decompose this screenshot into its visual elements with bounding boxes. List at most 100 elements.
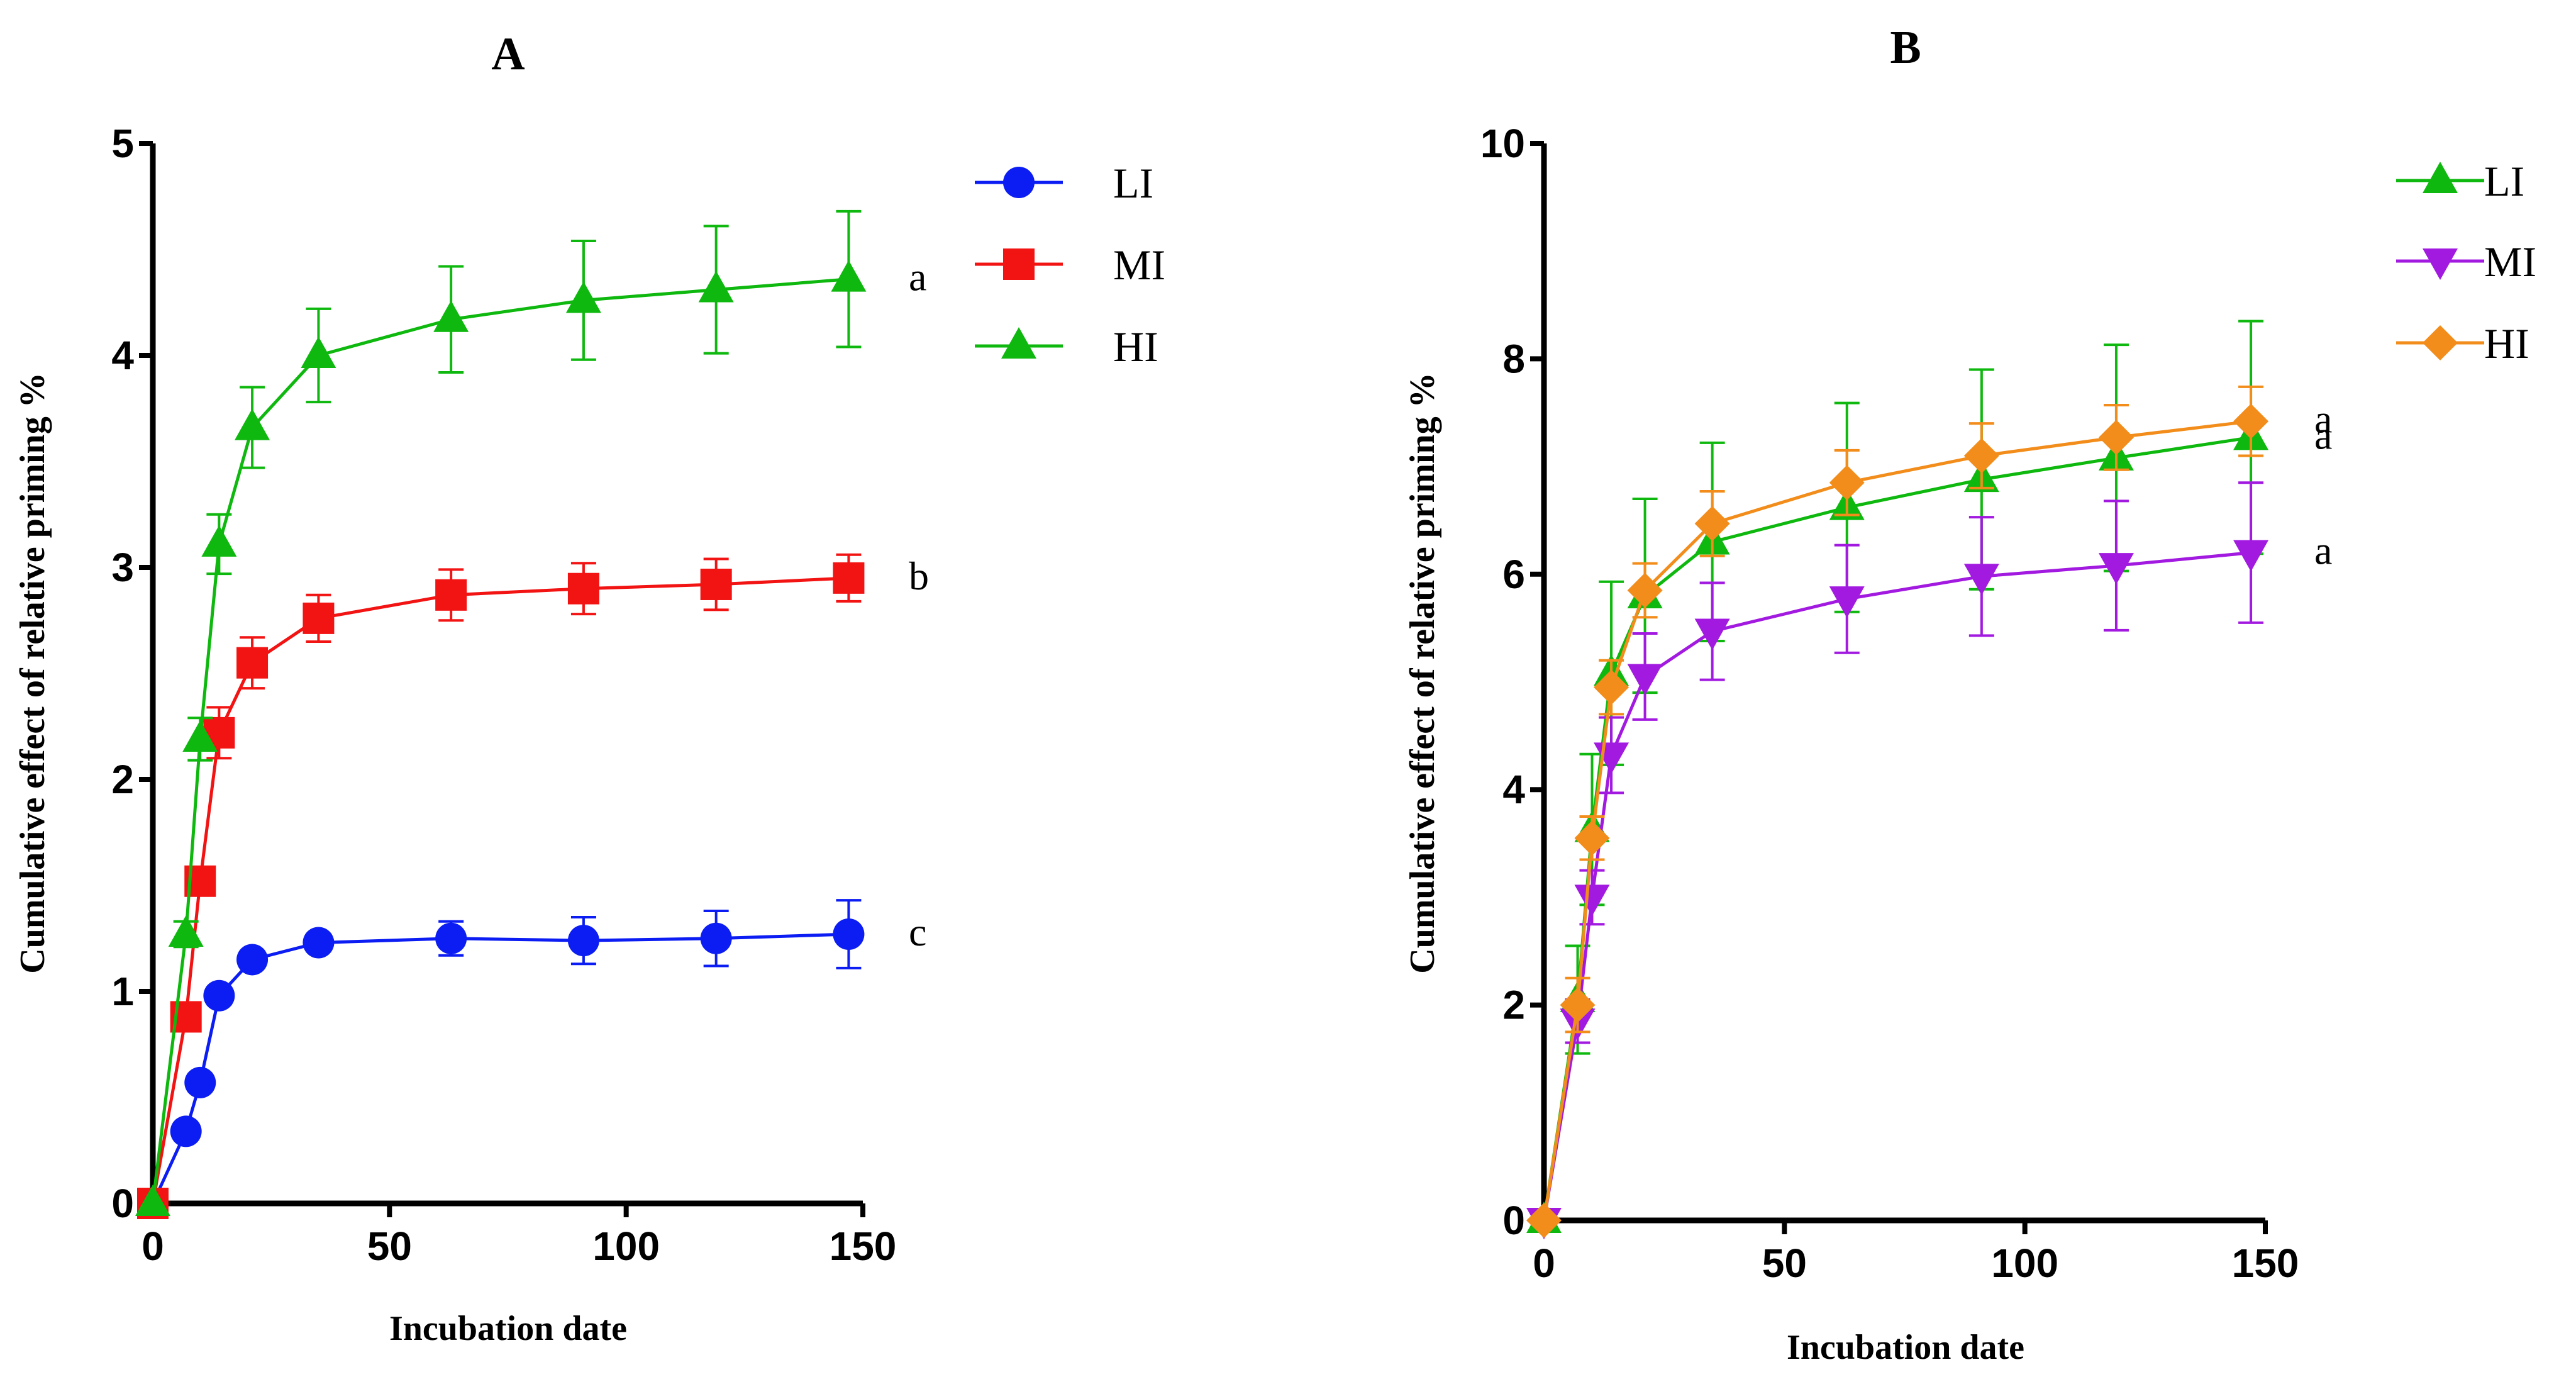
x-tick-label: 50 [1762, 1241, 1807, 1286]
legend-marker [2423, 325, 2458, 360]
y-tick-label: 0 [1502, 1198, 1525, 1243]
data-point-HI [1963, 438, 1999, 474]
data-point-MI [1694, 618, 1730, 650]
x-tick-label: 150 [830, 1224, 897, 1269]
data-point-HI [2098, 420, 2134, 455]
series-LI: a [1526, 320, 2332, 1233]
data-point-MI [700, 568, 732, 600]
data-point-HI [1574, 820, 1610, 856]
data-point-HI [135, 1185, 170, 1216]
y-axis-label: Cumulative effect of relative priming % [1403, 372, 1442, 973]
data-point-MI [833, 562, 865, 594]
data-point-MI [1963, 564, 1999, 596]
data-point-LI [236, 944, 269, 976]
significance-letter-HI: a [2314, 397, 2332, 442]
data-point-MI [2098, 553, 2134, 585]
legend-label: HI [2484, 320, 2529, 367]
data-point-HI [1694, 506, 1730, 542]
data-point-HI [831, 260, 867, 292]
data-point-HI [2233, 403, 2269, 439]
data-point-LI [170, 1115, 202, 1147]
legend-marker [2423, 162, 2458, 193]
legend-marker [1001, 327, 1036, 359]
x-tick-label: 0 [1533, 1241, 1555, 1286]
series-MI: b [137, 553, 929, 1219]
y-tick-label: 10 [1480, 121, 1525, 166]
x-axis-label: Incubation date [389, 1309, 627, 1348]
data-point-MI [567, 572, 599, 605]
series-line-MI [151, 576, 849, 1204]
legend-entry-LI: LI [2396, 157, 2524, 205]
y-tick-label: 4 [111, 333, 134, 378]
data-point-LI [203, 979, 235, 1012]
legend-label: MI [2484, 238, 2536, 286]
data-point-MI [1829, 586, 1865, 618]
data-point-HI [201, 525, 237, 557]
series-line-HI [151, 277, 849, 1204]
legend-marker [1003, 167, 1035, 198]
y-tick-label: 2 [111, 757, 134, 802]
data-point-HI [565, 281, 601, 313]
series-line-MI [1542, 551, 2251, 1221]
chart-title: A [491, 28, 525, 80]
series-line-LI [1542, 435, 2251, 1221]
data-point-HI [1627, 572, 1663, 608]
data-point-LI [303, 927, 335, 959]
legend-entry-HI: HI [2396, 320, 2529, 367]
y-axis-label: Cumulative effect of relative priming % [13, 372, 52, 973]
data-point-MI [1627, 664, 1663, 696]
x-tick-label: 150 [2232, 1241, 2299, 1286]
data-point-HI [433, 300, 469, 332]
data-point-LI [567, 925, 599, 957]
data-point-LI [700, 922, 732, 954]
data-point-HI [235, 408, 270, 440]
chart-title: B [1890, 22, 1921, 74]
y-tick-label: 1 [111, 969, 134, 1014]
x-axis-label: Incubation date [1787, 1328, 2024, 1367]
y-tick-label: 0 [111, 1181, 134, 1226]
legend-label: LI [2484, 157, 2524, 205]
data-point-LI [184, 1066, 216, 1098]
x-tick-label: 100 [1991, 1241, 2058, 1286]
legend-entry-MI: MI [975, 241, 1165, 289]
data-point-MI [303, 602, 335, 634]
y-tick-label: 2 [1502, 983, 1525, 1028]
significance-letter-LI: a [2314, 413, 2332, 457]
data-point-HI [182, 720, 218, 752]
legend-entry-LI: LI [975, 159, 1153, 207]
data-point-HI [1594, 669, 1629, 705]
x-tick-label: 0 [142, 1224, 164, 1269]
series-line-LI [151, 932, 849, 1205]
y-tick-label: 4 [1502, 767, 1525, 812]
data-point-MI [236, 647, 269, 679]
data-point-HI [301, 337, 336, 368]
data-point-LI [435, 922, 467, 954]
y-tick-label: 6 [1502, 552, 1525, 597]
y-tick-label: 8 [1502, 336, 1525, 381]
legend-entry-MI: MI [2396, 238, 2536, 286]
series-HI: a [1526, 385, 2332, 1238]
data-point-HI [168, 915, 204, 947]
significance-letter-LI: c [909, 910, 926, 954]
data-point-HI [1560, 987, 1596, 1023]
data-point-HI [698, 271, 734, 303]
y-tick-label: 3 [111, 545, 134, 590]
data-point-MI [435, 579, 467, 611]
series-line-HI [1542, 420, 2251, 1221]
legend-label: HI [1113, 323, 1158, 371]
data-point-MI [1574, 884, 1610, 917]
significance-letter-HI: a [909, 255, 926, 299]
series-LI: c [137, 899, 926, 1219]
data-point-MI [2233, 540, 2269, 572]
legend-label: LI [1113, 159, 1153, 207]
significance-letter-MI: a [2314, 528, 2332, 573]
data-point-LI [833, 918, 865, 951]
legend-marker [1003, 248, 1035, 280]
x-tick-label: 50 [367, 1224, 412, 1269]
legend-marker [2423, 248, 2458, 280]
series-HI: a [135, 209, 926, 1216]
data-point-HI [1526, 1203, 1562, 1238]
